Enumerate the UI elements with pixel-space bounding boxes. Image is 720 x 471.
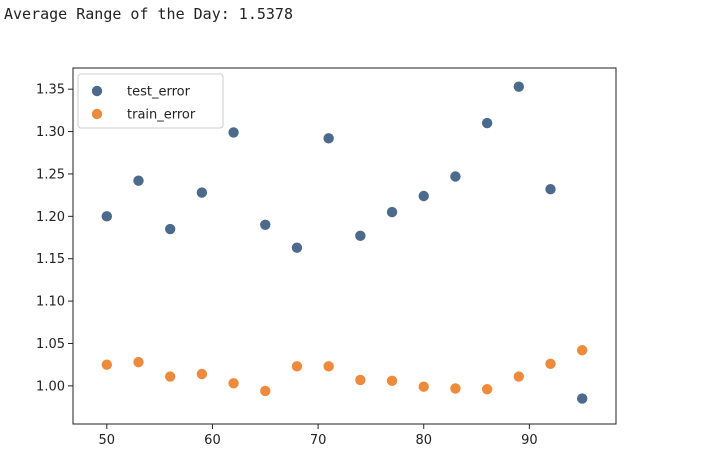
marks-layer	[101, 81, 588, 404]
test-error-point	[355, 230, 366, 242]
y-tick-label: 1.30	[36, 125, 65, 140]
test-error-point	[228, 127, 239, 138]
test-error-point	[196, 187, 208, 198]
x-tick-label: 50	[99, 433, 116, 448]
train-error-point	[386, 375, 398, 386]
train-error-point	[418, 381, 429, 392]
train-error-point	[545, 358, 556, 370]
y-tick-label: 1.25	[36, 167, 65, 182]
x-tick-label: 70	[310, 433, 327, 448]
train-error-point	[291, 361, 303, 372]
train-error-point	[228, 378, 239, 389]
train-error-point	[133, 356, 144, 368]
train-error-point	[481, 384, 493, 395]
train-error-point	[164, 371, 176, 382]
legend-marker	[91, 85, 103, 97]
legend-label: train_error	[127, 108, 196, 123]
y-tick-label: 1.10	[36, 295, 65, 310]
legend-marker	[91, 108, 103, 120]
legend-box	[77, 73, 224, 129]
test-error-point	[101, 211, 113, 222]
test-error-point	[323, 133, 334, 144]
train-error-point	[196, 368, 208, 380]
plot-frame	[72, 67, 617, 425]
test-error-point	[291, 242, 303, 253]
test-error-point	[481, 117, 493, 129]
y-tick-label: 1.15	[36, 252, 65, 267]
y-tick-label: 1.00	[36, 379, 65, 394]
x-tick-label: 80	[415, 433, 432, 448]
y-tick-label: 1.35	[36, 83, 65, 98]
train-error-point	[450, 383, 461, 394]
train-error-point	[355, 374, 366, 386]
train-error-point	[260, 385, 271, 397]
test-error-point	[513, 81, 525, 92]
train-error-point	[513, 371, 525, 382]
test-error-point	[164, 223, 176, 235]
legend-label: test_error	[127, 85, 191, 100]
test-error-point	[260, 219, 271, 231]
test-error-point	[418, 190, 429, 202]
axes-layer: 50 60 70 80 90 1.00 1.05 1.10 1.15 1.20 1.25 1.30 1.…	[36, 67, 617, 448]
x-tick-label: 90	[521, 433, 538, 448]
train-error-point	[101, 359, 113, 370]
train-error-point	[323, 361, 334, 372]
test-error-point	[386, 206, 398, 218]
train-error-point	[576, 345, 588, 356]
cell-output-text: Average Range of the Day: 1.5378	[4, 5, 293, 23]
test-error-point	[450, 171, 461, 182]
y-tick-label: 1.20	[36, 210, 65, 225]
test-error-point	[133, 175, 144, 186]
x-tick-label: 60	[204, 433, 221, 448]
y-tick-label: 1.05	[36, 337, 65, 352]
test-error-point	[545, 184, 556, 195]
test-error-point	[576, 393, 588, 404]
legend: test_error train_error	[77, 73, 224, 129]
